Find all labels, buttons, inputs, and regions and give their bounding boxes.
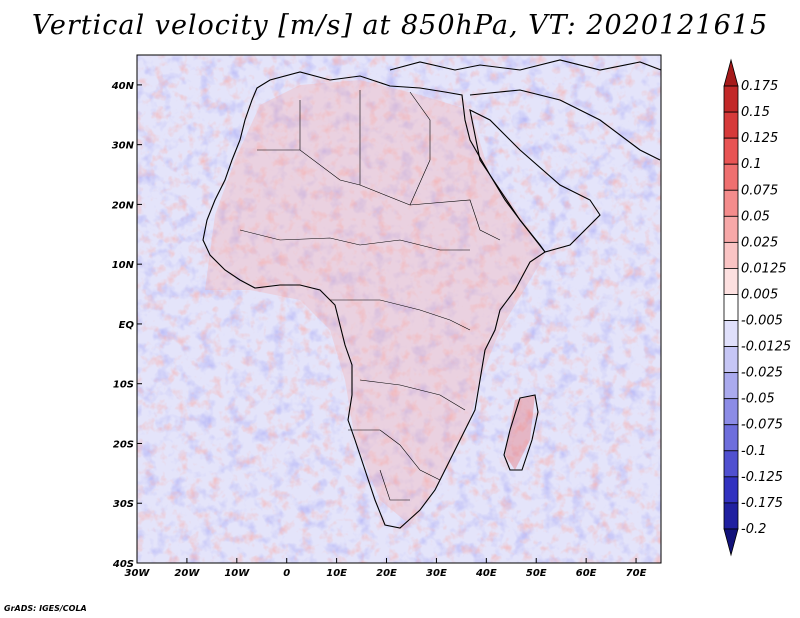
- latitude-axis: 40N 30N 20N 10N EQ 10S 20S 30S 40S: [111, 81, 142, 570]
- colorbar-label: -0.075: [741, 418, 783, 433]
- lon-tick-label: 30W: [125, 568, 151, 579]
- colorbar-segment: [723, 320, 739, 347]
- colorbar-label: -0.005: [741, 314, 783, 329]
- lon-tick-label: 0: [283, 568, 290, 579]
- lat-tick-label: 20N: [112, 200, 135, 211]
- plot-frame: [136, 54, 662, 564]
- coastlines: [202, 59, 662, 529]
- lat-tick-label: 30S: [113, 499, 134, 510]
- colorbar-segment: [723, 268, 739, 295]
- colorbar-segment: [723, 111, 739, 139]
- colorbar-segment: [723, 189, 739, 217]
- colorbar-label: -0.05: [741, 392, 775, 407]
- colorbar-label: -0.0125: [741, 340, 791, 355]
- colorbar-segment: [723, 528, 739, 557]
- colorbar-segment: [723, 294, 739, 321]
- grads-credit: GrADS: IGES/COLA: [4, 604, 87, 613]
- colorbar-label: 0.005: [741, 287, 778, 302]
- lon-tick-label: 40E: [475, 568, 497, 579]
- country-borders: [239, 90, 501, 501]
- lon-tick-label: 20E: [376, 568, 397, 579]
- colorbar-segment: [723, 502, 739, 530]
- colorbar-label: 0.1: [741, 157, 762, 172]
- colorbar-label: 0.0125: [741, 261, 787, 276]
- lat-tick-label: 30N: [112, 141, 135, 152]
- colorbar-label: 0.05: [741, 209, 770, 224]
- longitude-axis: 30W 20W 10W 0 10E 20E 30E 40E 50E 60E 70E: [125, 558, 647, 579]
- lat-tick-label: 10S: [113, 380, 134, 391]
- colorbar-segment: [723, 346, 739, 374]
- colorbar-segment: [723, 372, 739, 400]
- colorbar-label: 0.15: [741, 105, 770, 120]
- colorbar-segment: [723, 476, 739, 504]
- colorbar-label: 0.075: [741, 183, 778, 198]
- lon-tick-label: 30E: [426, 568, 447, 579]
- lon-tick-label: 10W: [224, 568, 250, 579]
- colorbar-label: -0.175: [741, 496, 783, 511]
- lat-tick-label: 10N: [112, 260, 135, 271]
- colorbar-label: 0.175: [741, 79, 778, 94]
- colorbar: 0.175 0.15 0.125 0.1 0.075 0.05 0.025 0.0125 0.0…: [723, 58, 791, 557]
- lat-tick-label: 20S: [113, 439, 134, 450]
- lat-tick-label: EQ: [119, 320, 135, 331]
- colorbar-segment: [723, 58, 739, 87]
- colorbar-segment: [723, 163, 739, 191]
- colorbar-label: 0.025: [741, 235, 778, 250]
- vertical-velocity-field: [137, 55, 661, 563]
- colorbar-segment: [723, 241, 739, 269]
- lon-tick-label: 50E: [526, 568, 547, 579]
- colorbar-label: -0.1: [741, 444, 766, 459]
- lon-tick-label: 70E: [626, 568, 647, 579]
- lon-tick-label: 20W: [174, 568, 200, 579]
- colorbar-segment: [723, 85, 739, 113]
- colorbar-label: -0.125: [741, 470, 783, 485]
- chart-title: Vertical velocity [m/s] at 850hPa, VT: 2…: [31, 10, 769, 41]
- colorbar-label: -0.2: [741, 522, 766, 537]
- colorbar-segment: [723, 215, 739, 243]
- colorbar-segment: [723, 137, 739, 165]
- colorbar-segment: [723, 398, 739, 426]
- colorbar-label: -0.025: [741, 366, 783, 381]
- lat-tick-label: 40N: [111, 81, 135, 92]
- colorbar-segment: [723, 450, 739, 478]
- colorbar-label: 0.125: [741, 131, 778, 146]
- lat-tick-label: 40S: [112, 559, 134, 570]
- lon-tick-label: 60E: [576, 568, 597, 579]
- colorbar-segment: [723, 424, 739, 452]
- lon-tick-label: 10E: [326, 568, 347, 579]
